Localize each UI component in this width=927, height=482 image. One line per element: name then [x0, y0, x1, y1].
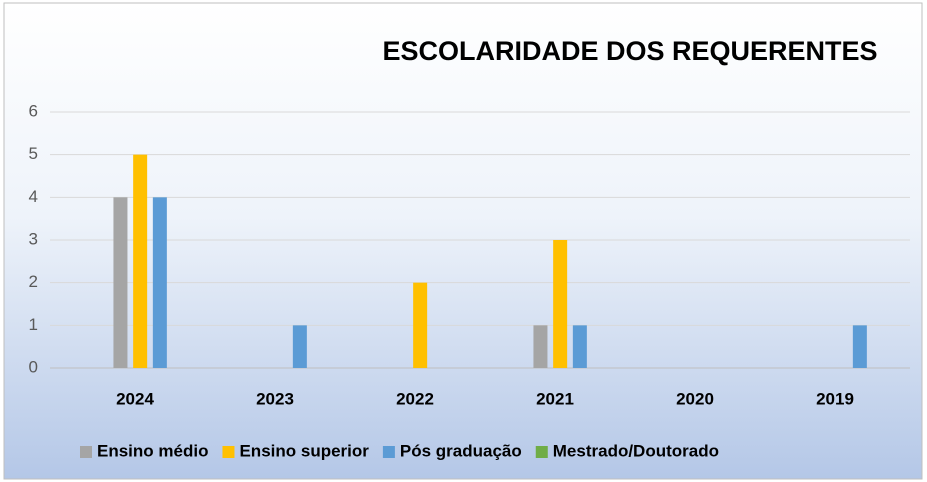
y-tick-label: 5 [29, 144, 38, 163]
bar [113, 197, 128, 368]
y-tick-label: 4 [29, 187, 38, 206]
x-tick-label: 2019 [816, 389, 854, 408]
legend-label: Pós graduação [400, 441, 522, 460]
x-tick-label: 2020 [676, 389, 714, 408]
bar [572, 325, 587, 368]
y-tick-label: 2 [29, 272, 38, 291]
bar [413, 282, 428, 368]
x-tick-label: 2021 [536, 389, 574, 408]
x-tick-label: 2022 [396, 389, 434, 408]
legend-label: Ensino médio [97, 441, 208, 460]
y-tick-label: 3 [29, 229, 38, 248]
y-tick-label: 0 [29, 357, 38, 376]
bar [152, 197, 167, 368]
bar [852, 325, 867, 368]
chart-title: ESCOLARIDADE DOS REQUERENTES [382, 36, 877, 66]
legend-swatch [222, 446, 235, 458]
legend-swatch [382, 446, 395, 458]
x-tick-label: 2023 [256, 389, 294, 408]
legend-label: Mestrado/Doutorado [553, 441, 719, 460]
y-tick-label: 1 [29, 315, 38, 334]
bar [533, 325, 548, 368]
legend-swatch [80, 446, 92, 458]
bar [133, 154, 148, 368]
legend-swatch [535, 446, 548, 458]
bar [292, 325, 307, 368]
x-tick-label: 2024 [116, 389, 154, 408]
legend-label: Ensino superior [239, 441, 369, 460]
y-tick-label: 6 [29, 101, 38, 120]
bar [553, 240, 568, 368]
